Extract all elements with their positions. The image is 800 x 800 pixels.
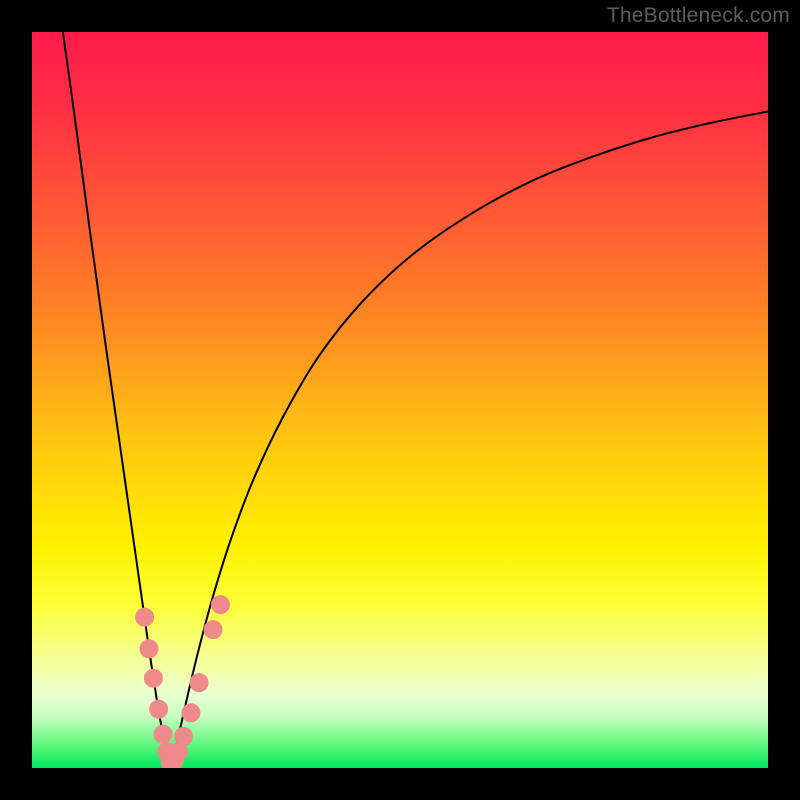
data-marker (190, 674, 208, 692)
data-marker (204, 621, 222, 639)
data-marker (175, 727, 193, 745)
data-marker (182, 704, 200, 722)
chart-svg (0, 0, 800, 800)
watermark-text: TheBottleneck.com (607, 4, 790, 28)
chart-container: TheBottleneck.com (0, 0, 800, 800)
data-marker (150, 700, 168, 718)
data-marker (136, 608, 154, 626)
plot-background (32, 32, 768, 768)
data-marker (154, 725, 172, 743)
data-marker (144, 669, 162, 687)
data-marker (140, 640, 158, 658)
data-marker (211, 596, 229, 614)
